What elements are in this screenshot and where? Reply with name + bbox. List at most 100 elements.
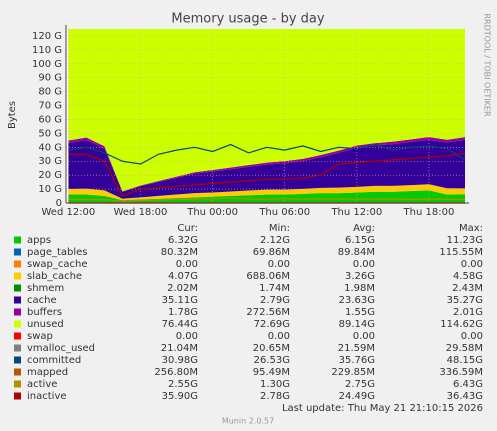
legend-header: Avg: xyxy=(353,223,375,234)
legend-stat: 336.59M xyxy=(439,367,483,378)
legend-swatch xyxy=(14,272,21,280)
legend-swatch xyxy=(14,380,21,388)
legend-label: mapped xyxy=(27,367,68,378)
legend-stat: 21.59M xyxy=(338,343,375,354)
line xyxy=(68,197,466,202)
y-tick-label: 20 G xyxy=(38,170,62,181)
legend-label: inactive xyxy=(27,391,67,402)
legend-stat: 0.00 xyxy=(461,259,483,270)
legend-stat: 114.62G xyxy=(440,319,483,330)
legend-stat: 115.55M xyxy=(439,247,483,258)
y-axis-label: Bytes xyxy=(7,101,18,129)
legend-stat: 2.02M xyxy=(167,283,198,294)
legend-header: Cur: xyxy=(177,223,198,234)
legend-label: apps xyxy=(27,235,51,246)
legend-stat: 2.78G xyxy=(260,391,290,402)
area xyxy=(68,137,465,192)
legend-stat: 2.79G xyxy=(260,295,290,306)
legend-swatch xyxy=(14,332,21,340)
legend-stat: 6.32G xyxy=(168,235,198,246)
legend-label: committed xyxy=(27,355,81,366)
x-tick-label: Wed 18:00 xyxy=(114,207,168,218)
y-tick-label: 50 G xyxy=(38,128,62,139)
legend-stat: 229.85M xyxy=(331,367,375,378)
legend-stat: 2.75G xyxy=(345,379,375,390)
plot: 0 10 G 20 G 30 G 40 G 50 G 60 G 70 G 80 G 90 G 100… xyxy=(32,25,469,218)
legend-stat: 1.30G xyxy=(260,379,290,390)
legend-stat: 2.01G xyxy=(453,307,483,318)
legend-label: active xyxy=(27,379,57,390)
y-tick-label: 80 G xyxy=(38,87,62,98)
legend-stat: 0.00 xyxy=(353,331,375,342)
legend-swatch xyxy=(14,260,21,268)
legend-stat: 256.80M xyxy=(154,367,198,378)
legend-stat: 0.00 xyxy=(268,259,290,270)
legend-header: Max: xyxy=(459,223,483,234)
legend-stat: 30.98G xyxy=(162,355,198,366)
legend-stat: 36.43G xyxy=(447,391,483,402)
legend-label: swap_cache xyxy=(27,259,87,270)
legend-stat: 35.27G xyxy=(447,295,483,306)
legend-stat: 35.90G xyxy=(162,391,198,402)
chart-title: Memory usage - by day xyxy=(171,12,324,27)
legend-stat: 80.32M xyxy=(161,247,198,258)
legend-swatch xyxy=(14,392,21,400)
legend-stat: 2.55G xyxy=(168,379,198,390)
x-tick-label: Thu 00:00 xyxy=(186,207,238,218)
legend-stat: 0.00 xyxy=(268,331,290,342)
legend-stat: 11.23G xyxy=(447,235,483,246)
legend-stat: 0.00 xyxy=(176,259,198,270)
legend: Cur: Min: Avg: Max: apps 6.32G 2.12G 6.15G 11.23… xyxy=(14,223,483,402)
legend-stat: 0.00 xyxy=(353,259,375,270)
x-tick-label: Thu 06:00 xyxy=(258,207,310,218)
y-tick-label: 110 G xyxy=(32,45,62,56)
legend-stat: 688.06M xyxy=(246,271,290,282)
legend-stat: 95.49M xyxy=(253,367,290,378)
legend-label: shmem xyxy=(27,283,64,294)
legend-stat: 89.14G xyxy=(339,319,375,330)
legend-swatch xyxy=(14,320,21,328)
y-tick-label: 70 G xyxy=(38,101,62,112)
legend-label: buffers xyxy=(27,307,62,318)
legend-stat: 35.11G xyxy=(162,295,198,306)
legend-swatch xyxy=(14,248,21,256)
y-tick-label: 40 G xyxy=(38,142,62,153)
legend-stat: 48.15G xyxy=(447,355,483,366)
legend-stat: 3.26G xyxy=(345,271,375,282)
y-tick-label: 120 G xyxy=(32,31,62,42)
x-tick-label: Wed 12:00 xyxy=(41,207,95,218)
legend-swatch xyxy=(14,236,21,244)
legend-label: slab_cache xyxy=(27,271,82,282)
legend-stat: 0.00 xyxy=(461,331,483,342)
legend-stat: 4.07G xyxy=(168,271,198,282)
legend-stat: 6.43G xyxy=(453,379,483,390)
last-update: Last update: Thu May 21 21:10:15 2026 xyxy=(282,403,483,414)
legend-swatch xyxy=(14,308,21,316)
legend-stat: 35.76G xyxy=(339,355,375,366)
legend-stat: 272.56M xyxy=(246,307,290,318)
legend-stat: 1.55G xyxy=(345,307,375,318)
legend-swatch xyxy=(14,368,21,376)
legend-stat: 2.12G xyxy=(260,235,290,246)
legend-stat: 69.86M xyxy=(253,247,290,258)
y-tick-label: 100 G xyxy=(32,59,62,70)
legend-stat: 26.53G xyxy=(254,355,290,366)
legend-stat: 23.63G xyxy=(339,295,375,306)
legend-stat: 1.78G xyxy=(168,307,198,318)
legend-header: Min: xyxy=(269,223,290,234)
legend-swatch xyxy=(14,284,21,292)
area xyxy=(68,28,465,192)
x-tick-label: Thu 18:00 xyxy=(403,207,455,218)
line xyxy=(68,143,466,165)
legend-stat: 29.58M xyxy=(446,343,483,354)
y-tick-label: 0 xyxy=(56,198,62,209)
legend-label: vmalloc_used xyxy=(27,343,95,354)
legend-stat: 20.65M xyxy=(253,343,290,354)
legend-label: unused xyxy=(27,319,64,330)
legend-stat: 21.04M xyxy=(161,343,198,354)
y-tick-label: 90 G xyxy=(38,73,62,84)
legend-label: cache xyxy=(27,295,57,306)
legend-label: page_tables xyxy=(27,247,88,258)
line xyxy=(68,152,466,197)
